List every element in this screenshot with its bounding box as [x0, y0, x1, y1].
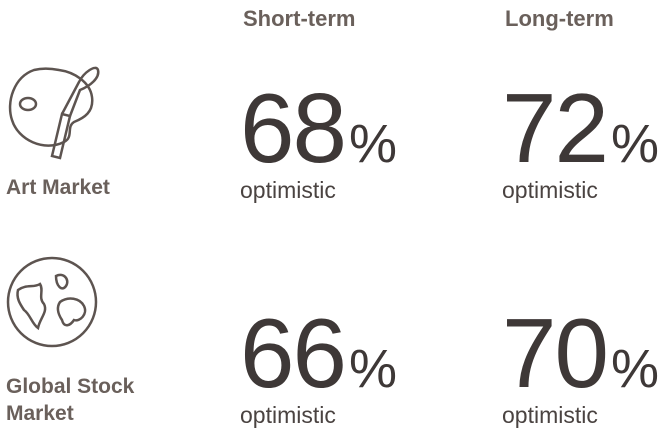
- stat-unit: %: [349, 114, 398, 174]
- stat-caption: optimistic: [502, 402, 598, 428]
- stat-unit: %: [611, 339, 660, 399]
- row-label: Global Stock Market: [6, 375, 135, 425]
- stat-number: 72: [502, 73, 609, 183]
- stat-cell: 68% optimistic: [240, 79, 410, 204]
- stat-number: 68: [240, 73, 347, 183]
- column-header: Short-term: [243, 6, 356, 31]
- stat-unit: %: [611, 114, 660, 174]
- row-label: Art Market: [6, 176, 110, 199]
- stat-number: 66: [240, 298, 347, 408]
- globe-icon: [6, 256, 98, 348]
- stat-caption: optimistic: [240, 177, 336, 203]
- stat-caption: optimistic: [502, 177, 598, 203]
- column-header: Long-term: [505, 6, 614, 31]
- stat-cell: 70% optimistic: [502, 304, 666, 429]
- palette-icon: [8, 66, 100, 160]
- stat-unit: %: [349, 339, 398, 399]
- stat-cell: 66% optimistic: [240, 304, 410, 429]
- stat-cell: 72% optimistic: [502, 79, 666, 204]
- stat-caption: optimistic: [240, 402, 336, 428]
- stat-number: 70: [502, 298, 609, 408]
